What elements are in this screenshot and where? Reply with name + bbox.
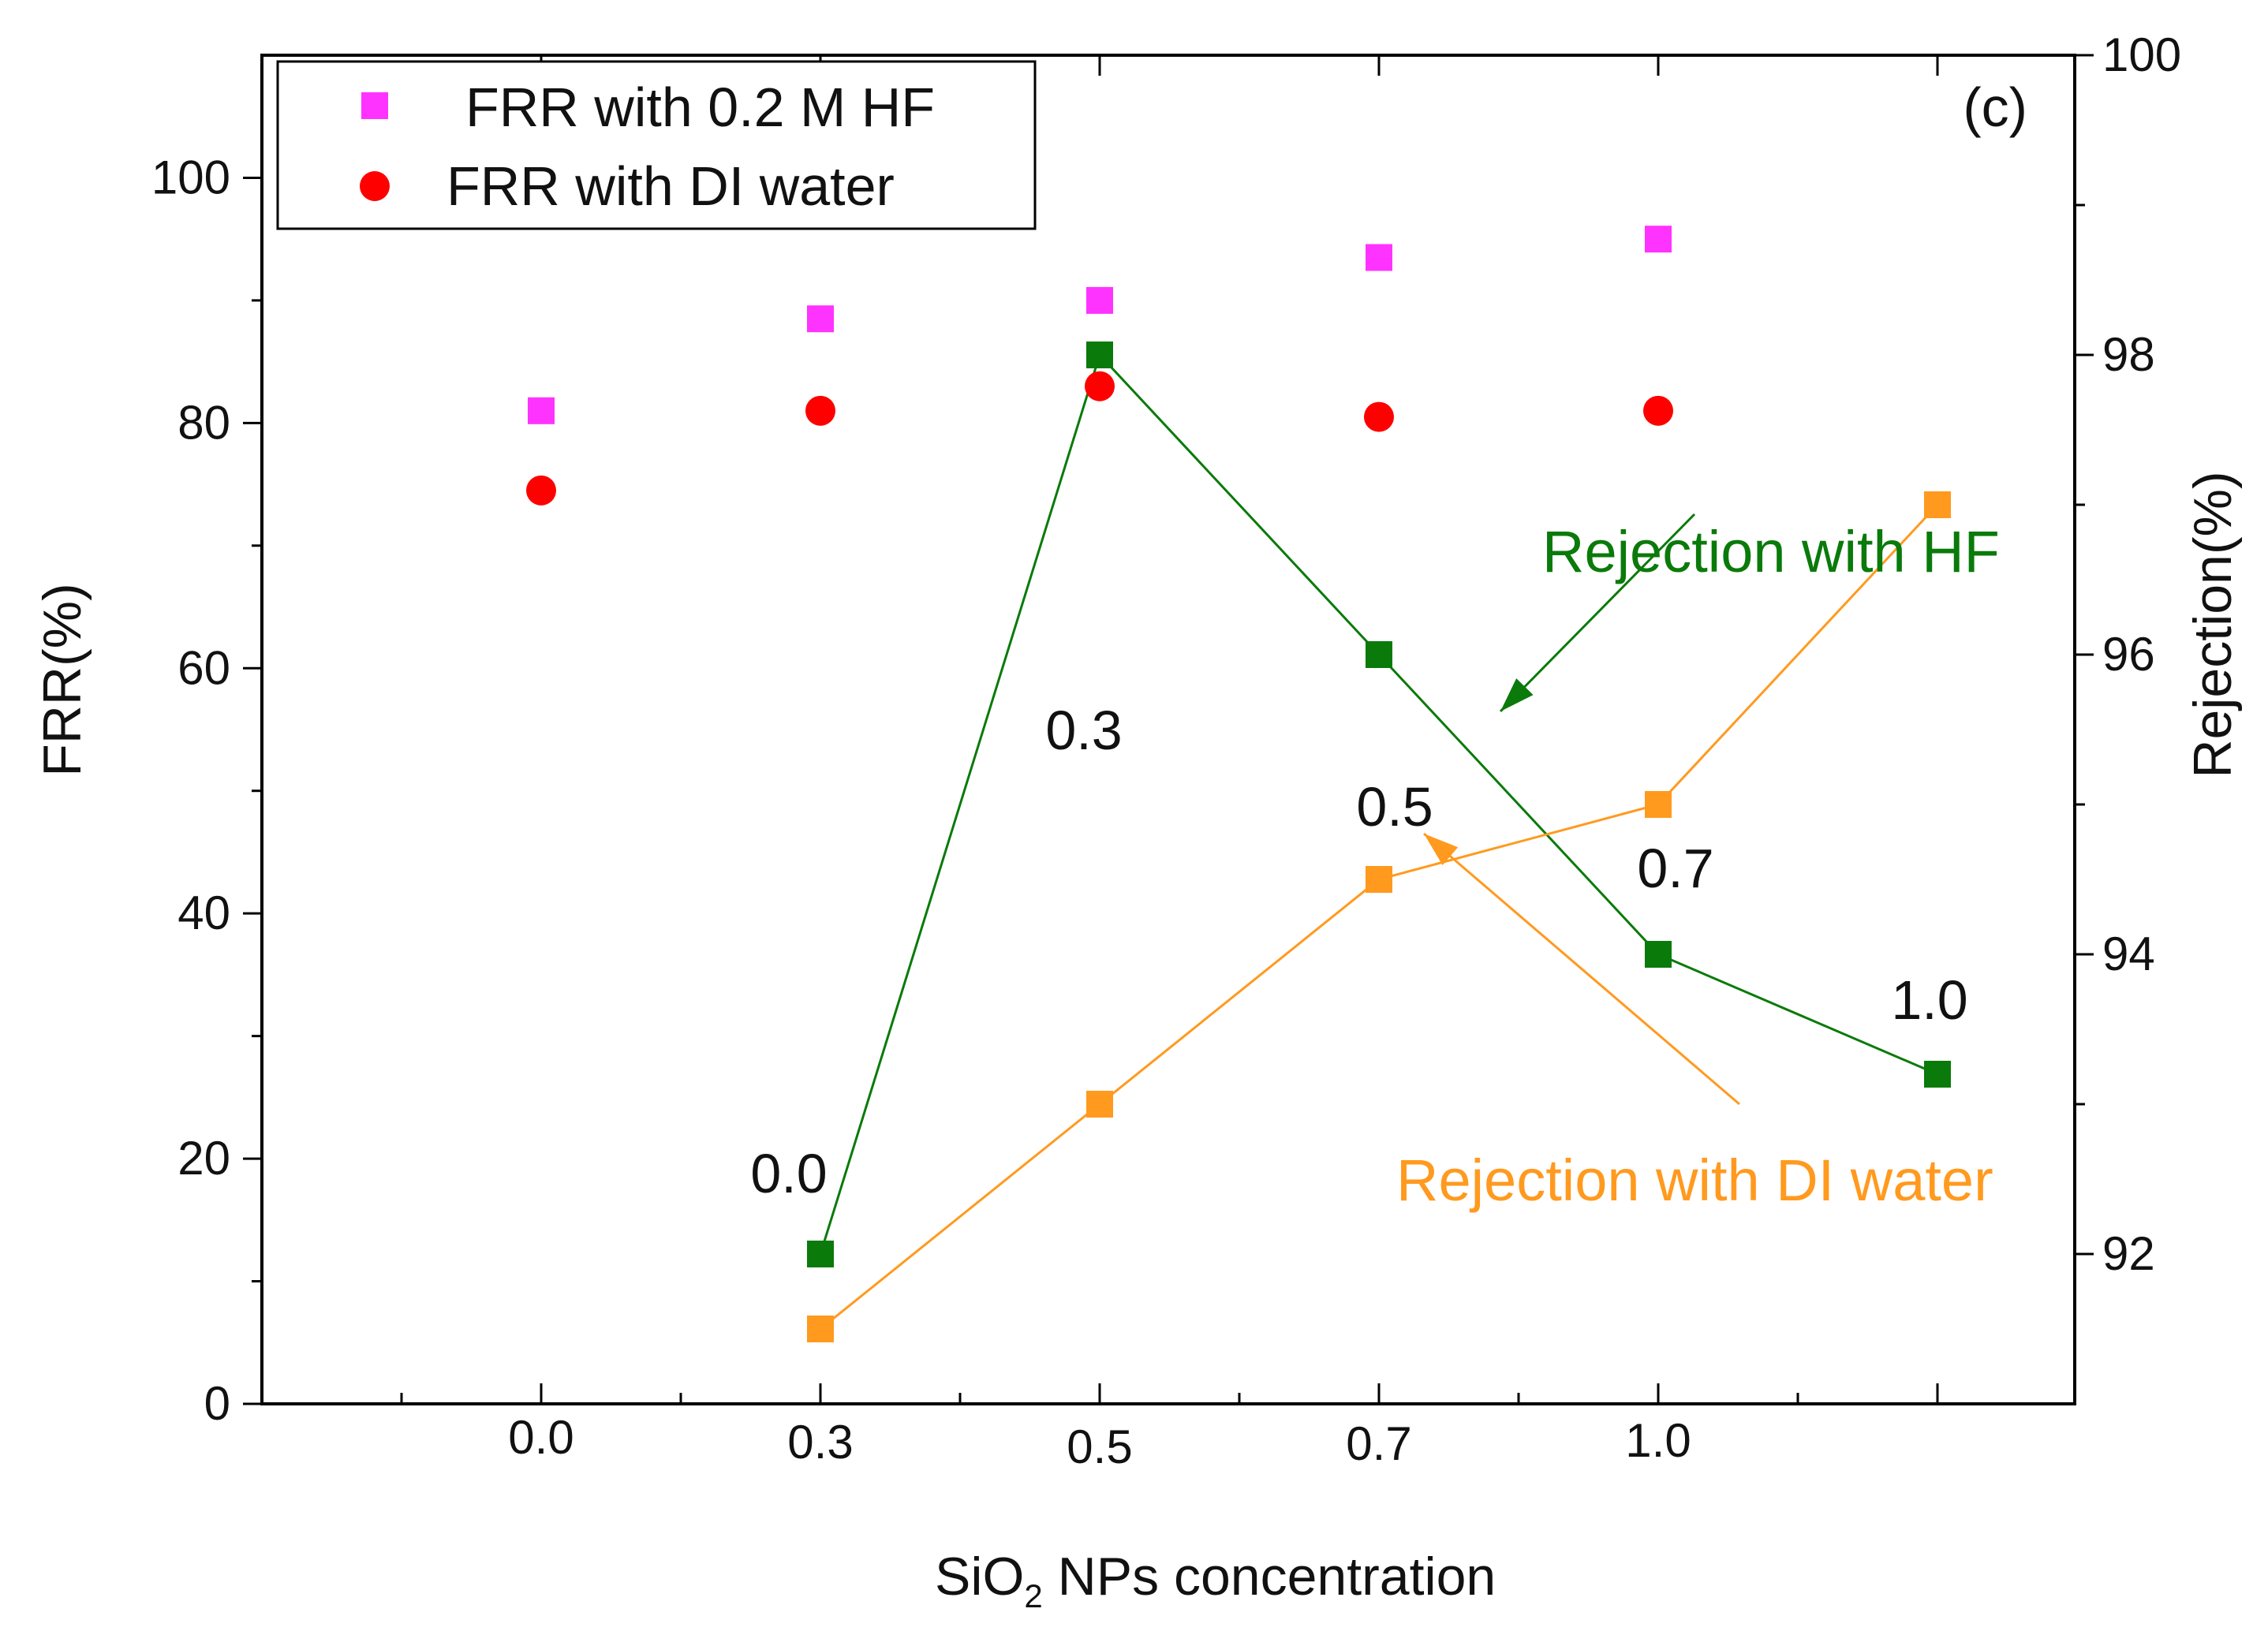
data-point: [807, 1241, 834, 1267]
point-label: 0.0: [750, 1143, 827, 1204]
y-left-tick-label: 20: [177, 1132, 230, 1185]
legend-marker-circle: [360, 171, 390, 201]
data-point: [1366, 244, 1392, 271]
y-right-tick-label: 94: [2102, 927, 2155, 980]
data-point: [528, 397, 555, 424]
y-right-tick-label: 98: [2102, 328, 2155, 381]
data-point: [1086, 1091, 1113, 1118]
legend-label-di: FRR with DI water: [447, 155, 895, 217]
y-axis-title-left: FRR(%): [32, 583, 92, 777]
x-axis-title-main: SiO: [935, 1547, 1024, 1607]
x-axis-title-subscript: 2: [1024, 1577, 1042, 1614]
annotation-rejection-di: Rejection with DI water: [1396, 1148, 1993, 1213]
data-point: [1364, 401, 1394, 432]
data-point: [1645, 941, 1672, 968]
x-tick-label: 0.5: [1067, 1420, 1132, 1473]
y-left-tick-label: 40: [177, 886, 230, 939]
arrow-di-head: [1424, 834, 1459, 866]
point-label: 0.5: [1356, 776, 1433, 838]
legend-label-hf: FRR with 0.2 M HF: [465, 77, 935, 138]
y-left-tick-label: 100: [151, 151, 230, 203]
x-tick-label: 0.7: [1346, 1417, 1411, 1470]
data-point: [1085, 371, 1115, 401]
y-right-tick-label: 92: [2102, 1227, 2155, 1280]
legend-box: [276, 60, 1037, 230]
point-label: 0.3: [1045, 700, 1122, 761]
annotation-rejection-hf: Rejection with HF: [1542, 519, 2000, 584]
data-point: [1645, 791, 1672, 818]
y-left-tick-label: 80: [177, 396, 230, 449]
data-point: [1366, 866, 1392, 893]
y-right-tick-label: 100: [2102, 28, 2181, 81]
panel-label: (c): [1963, 77, 2027, 138]
data-point: [526, 475, 556, 506]
legend-marker-square: [361, 92, 388, 119]
data-point: [1366, 641, 1392, 668]
x-tick-label: 0.3: [787, 1416, 853, 1469]
legend: FRR with 0.2 M HF FRR with DI water: [276, 60, 1037, 230]
data-point: [805, 395, 835, 426]
data-point: [1924, 491, 1951, 518]
arrow-hf-shaft: [1499, 513, 1696, 713]
y-axis-title-right: Rejection(%): [2183, 471, 2243, 778]
data-points: 0.0 0.3 0.7 1.0 0.5: [526, 226, 1968, 1342]
data-point: [1924, 1061, 1951, 1088]
data-point: [1086, 286, 1113, 314]
x-axis-title: SiO2 NPs concentration: [935, 1547, 1496, 1614]
point-label: 1.0: [1891, 969, 1967, 1031]
y-left-tick-label: 0: [204, 1377, 230, 1430]
data-point: [1643, 395, 1673, 426]
data-point: [807, 305, 834, 333]
x-tick-label: 1.0: [1625, 1414, 1691, 1467]
y-right-tick-label: 96: [2102, 628, 2155, 681]
data-point: [1645, 226, 1672, 253]
arrow-hf-head: [1500, 678, 1534, 711]
arrow-di-shaft: [1423, 832, 1740, 1106]
data-point: [807, 1316, 834, 1342]
x-tick-label: 0.0: [508, 1411, 574, 1464]
data-point: [1086, 342, 1113, 368]
axes: 0.0 0.3 0.5 0.7 1.0 0 20 40 60 80 100 92 94 96 98 100: [151, 28, 2181, 1473]
x-axis-title-rest: NPs concentration: [1043, 1547, 1496, 1607]
annotation-arrows: [1423, 513, 1740, 1106]
point-label: 0.7: [1637, 838, 1713, 899]
plot-frame: [260, 54, 2076, 1405]
y-left-tick-label: 60: [177, 641, 230, 694]
